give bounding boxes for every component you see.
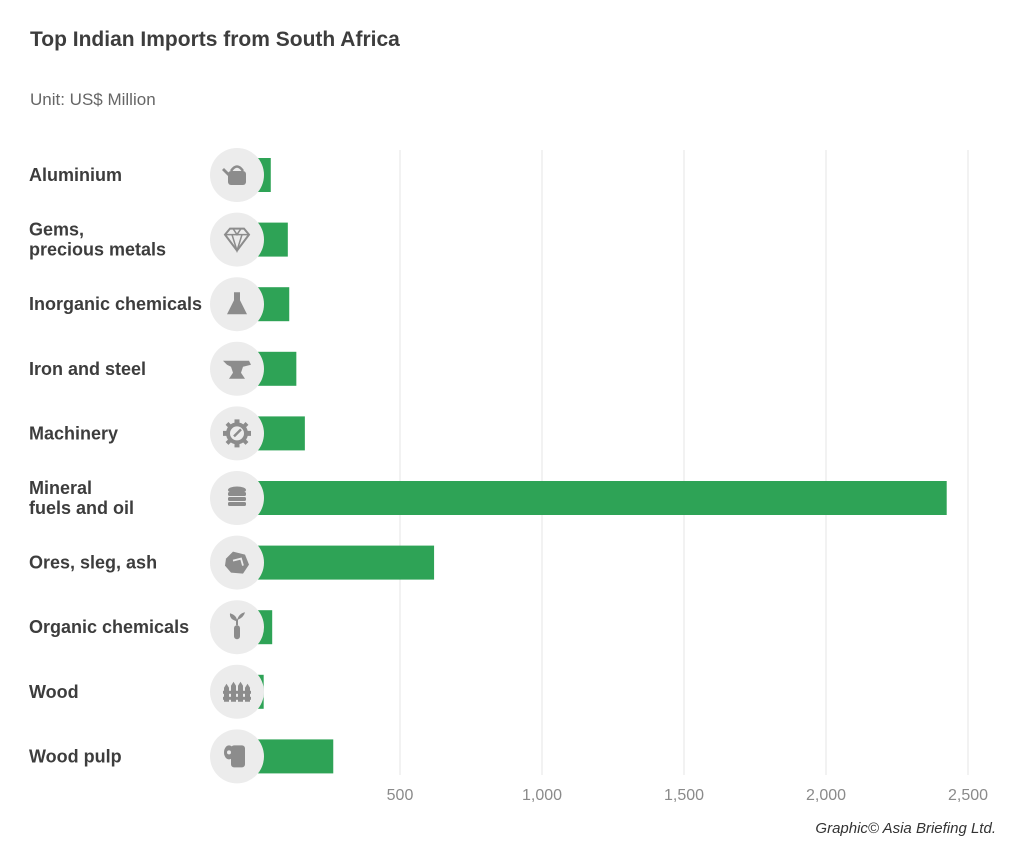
bar xyxy=(258,481,947,515)
credit-line: Graphic© Asia Briefing Ltd. xyxy=(815,820,996,837)
category-label: Ores, sleg, ash xyxy=(29,553,157,573)
category-label: precious metals xyxy=(29,240,166,260)
x-axis-tick-labels: 500 1,000 1,500 2,000 2,500 xyxy=(387,787,988,804)
x-tick-label: 1,000 xyxy=(522,787,562,804)
category-label: fuels and oil xyxy=(29,498,134,518)
category-label: Wood pulp xyxy=(29,746,122,766)
chart-subtitle: Unit: US$ Million xyxy=(30,90,156,109)
category-label: Machinery xyxy=(29,423,118,443)
chart-title: Top Indian Imports from South Africa xyxy=(30,28,400,51)
bar xyxy=(258,739,334,774)
x-tick-label: 1,500 xyxy=(664,787,704,804)
category-labels: Aluminium Gems,precious metals Inorganic c… xyxy=(29,165,202,766)
category-label: Mineral xyxy=(29,478,92,498)
category-label: Aluminium xyxy=(29,165,122,185)
icon-circle xyxy=(210,212,264,267)
category-label: Iron and steel xyxy=(29,359,146,379)
bar xyxy=(258,351,297,386)
bar xyxy=(258,416,305,451)
category-icons xyxy=(210,148,264,784)
category-label: Wood xyxy=(29,682,79,702)
x-tick-label: 2,000 xyxy=(806,787,846,804)
category-label: Gems, xyxy=(29,220,84,240)
category-label: Inorganic chemicals xyxy=(29,294,202,314)
grid-lines xyxy=(399,150,969,775)
category-label: Organic chemicals xyxy=(29,617,189,637)
x-tick-label: 500 xyxy=(387,787,414,804)
x-tick-label: 2,500 xyxy=(948,787,988,804)
bars xyxy=(258,158,947,774)
bar xyxy=(258,545,435,580)
gear-icon xyxy=(221,417,253,450)
